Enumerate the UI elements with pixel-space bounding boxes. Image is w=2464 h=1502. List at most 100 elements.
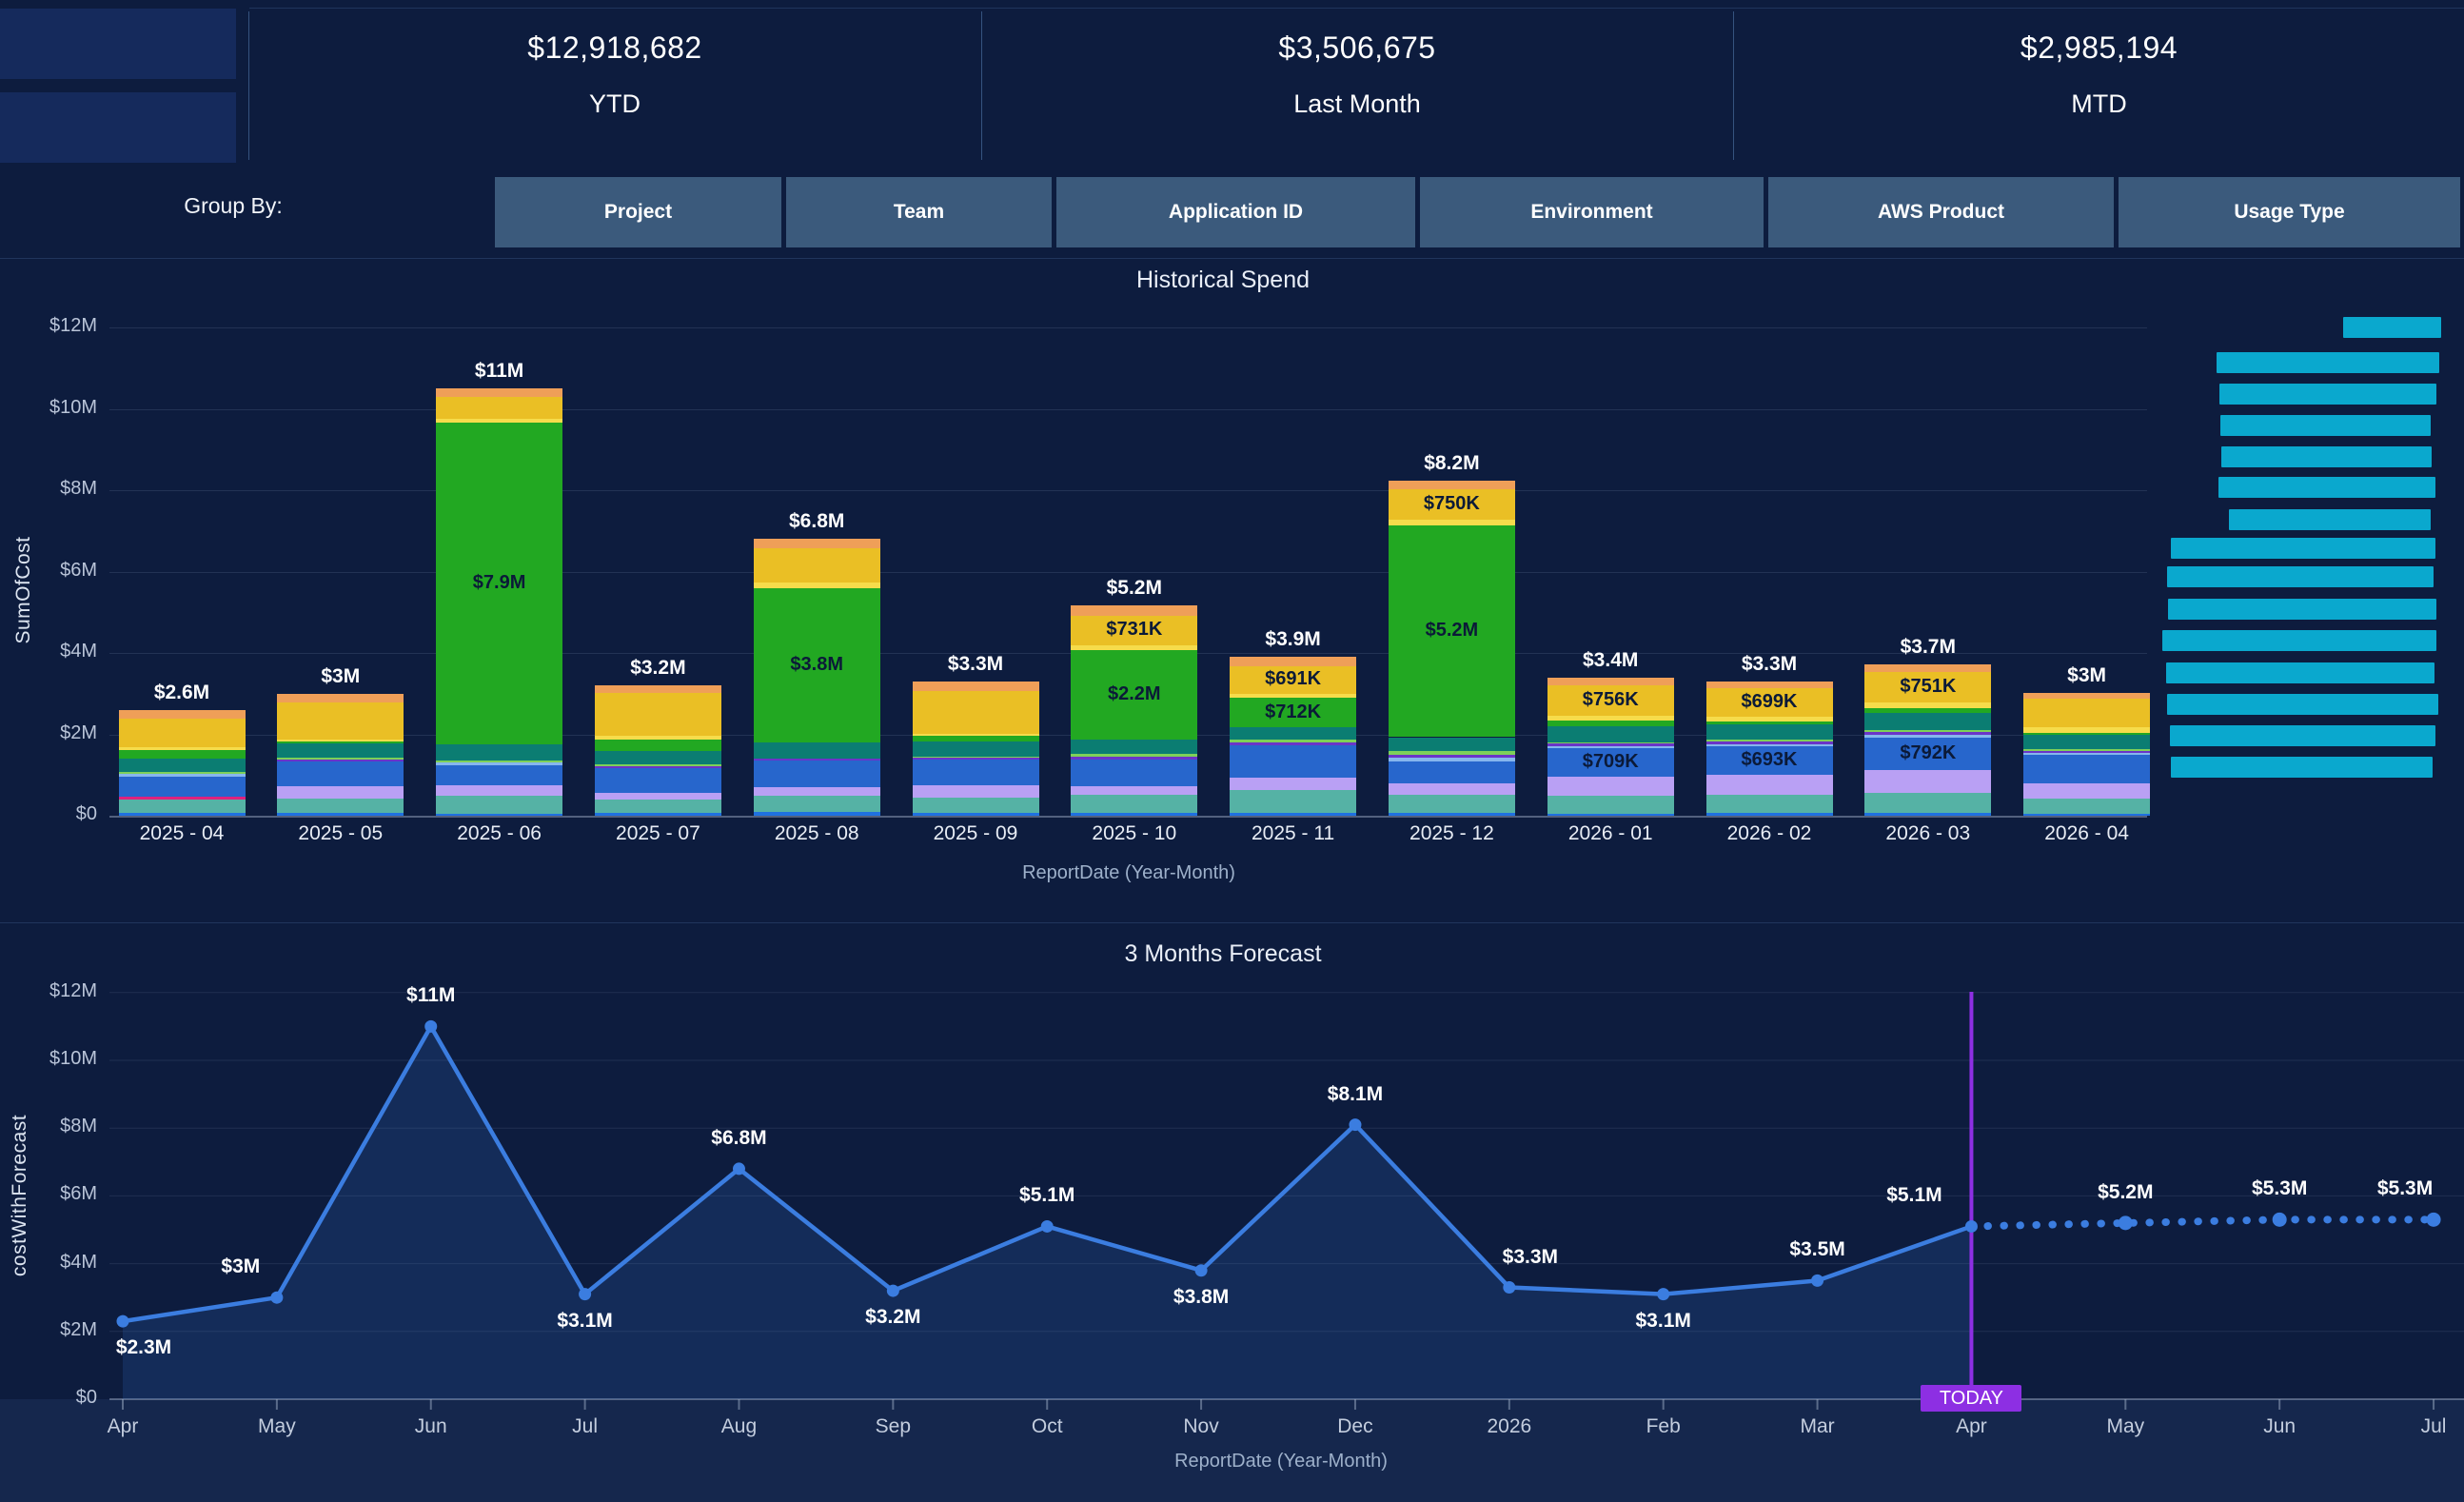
legend-redaction-bar[interactable] bbox=[2167, 694, 2438, 715]
bar-segment-green bbox=[1864, 708, 1992, 714]
bar-segment-teal bbox=[1705, 795, 1833, 814]
bar-2026-04[interactable] bbox=[2023, 692, 2151, 816]
bar-segment-green bbox=[1705, 721, 1833, 725]
segment-value-label: $750K bbox=[1423, 493, 1480, 515]
y-tick-label: $12M bbox=[49, 979, 97, 1001]
actual-point[interactable] bbox=[270, 1291, 284, 1304]
bar-segment-dkteal bbox=[1864, 713, 1992, 731]
legend-redaction-bar[interactable] bbox=[2219, 384, 2436, 405]
legend-redaction-bar[interactable] bbox=[2166, 662, 2434, 683]
legend-redaction-bar[interactable] bbox=[2162, 630, 2436, 651]
bar-segment-gold bbox=[118, 719, 246, 748]
bar-segment-base bbox=[118, 813, 246, 816]
actual-point[interactable] bbox=[424, 1019, 438, 1033]
header-divider-left bbox=[248, 11, 249, 160]
bar-segment-orange bbox=[912, 681, 1039, 692]
bar-2026-01[interactable]: $709K $756K bbox=[1547, 678, 1674, 816]
bar-segment-green bbox=[277, 741, 404, 744]
x-tick-label: Apr bbox=[1956, 1415, 1987, 1437]
bar-segment-teal bbox=[1864, 793, 1992, 813]
bar-2025-11[interactable]: $712K $691K bbox=[1230, 657, 1357, 816]
bar-segment-royal bbox=[436, 764, 563, 785]
groupby-bottom-border bbox=[0, 258, 2464, 259]
bar-total-label: $11M bbox=[474, 360, 524, 383]
bar-segment-yellow bbox=[118, 747, 246, 750]
bar-2025-10[interactable]: $2.2M $731K bbox=[1071, 604, 1198, 816]
forecast-point[interactable] bbox=[2426, 1212, 2441, 1227]
legend-redaction-bar[interactable] bbox=[2168, 599, 2436, 620]
bar-2026-02[interactable]: $693K $699K bbox=[1705, 682, 1833, 816]
bar-segment-orange bbox=[436, 388, 563, 397]
actual-point[interactable] bbox=[1503, 1281, 1516, 1294]
actual-point[interactable] bbox=[579, 1288, 592, 1301]
y-tick-label: $6M bbox=[60, 559, 97, 581]
actual-point[interactable] bbox=[1657, 1288, 1670, 1301]
x-tick-label: Nov bbox=[1183, 1415, 1219, 1437]
bar-segment-teal bbox=[2023, 799, 2151, 815]
legend-redaction-bar[interactable] bbox=[2229, 509, 2431, 530]
group-by-button-team[interactable]: Team bbox=[786, 177, 1052, 247]
actual-point[interactable] bbox=[1349, 1118, 1362, 1132]
legend-redaction-bar[interactable] bbox=[2167, 566, 2434, 587]
bar-2025-04[interactable] bbox=[118, 709, 246, 816]
actual-point[interactable] bbox=[1040, 1219, 1054, 1233]
segment-value-label: $691K bbox=[1265, 668, 1322, 690]
bar-total-label: $3M bbox=[321, 664, 361, 687]
bar-segment-gold bbox=[1388, 489, 1515, 521]
bar-segment-base bbox=[753, 811, 880, 816]
bar-segment-gold bbox=[912, 691, 1039, 735]
bar-total-label: $3M bbox=[2067, 663, 2107, 686]
bar-segment-orange bbox=[753, 539, 880, 549]
legend-redaction-bar[interactable] bbox=[2221, 446, 2432, 467]
legend-redaction-bar[interactable] bbox=[2220, 415, 2431, 436]
actual-point[interactable] bbox=[732, 1162, 745, 1176]
legend-redaction-bar[interactable] bbox=[2171, 538, 2435, 559]
bar-segment-teal bbox=[912, 797, 1039, 813]
x-tick-label: 2025 - 04 bbox=[139, 822, 225, 844]
legend-redaction-bar[interactable] bbox=[2171, 757, 2433, 778]
legend-redaction-bar[interactable] bbox=[2217, 352, 2439, 373]
bar-2026-03[interactable]: $792K $751K bbox=[1864, 663, 1992, 816]
bar-2025-12[interactable]: $5.2M $750K bbox=[1388, 481, 1515, 816]
bar-2025-09[interactable] bbox=[912, 681, 1039, 816]
bar-2025-08[interactable]: $3.8M bbox=[753, 539, 880, 816]
actual-point[interactable] bbox=[1964, 1219, 1978, 1233]
segment-value-label: $5.2M bbox=[1425, 620, 1479, 642]
group-by-button-usage-type[interactable]: Usage Type bbox=[2119, 177, 2460, 247]
actual-point[interactable] bbox=[1194, 1264, 1208, 1277]
bar-2025-05[interactable] bbox=[277, 693, 404, 816]
legend-redaction-bar[interactable] bbox=[2170, 725, 2435, 746]
bar-segment-teal bbox=[1388, 795, 1515, 814]
bar-segment-royal bbox=[1388, 761, 1515, 784]
bar-segment-ltgreen bbox=[594, 764, 721, 766]
group-by-button-application-id[interactable]: Application ID bbox=[1056, 177, 1415, 247]
bar-segment-ltgreen bbox=[1705, 740, 1833, 742]
bar-segment-yellow bbox=[1230, 694, 1357, 699]
x-tick-label: Sep bbox=[875, 1415, 912, 1437]
bar-segment-dkteal bbox=[753, 742, 880, 759]
bar-segment-purple bbox=[1230, 742, 1357, 745]
bar-segment-lavender bbox=[753, 787, 880, 797]
kpi-label-ytd: YTD bbox=[589, 89, 641, 118]
bar-2025-07[interactable] bbox=[594, 685, 721, 816]
point-value-label: $5.3M bbox=[2251, 1177, 2308, 1200]
bar-segment-dkteal bbox=[912, 741, 1039, 757]
axis-band bbox=[0, 1399, 2464, 1502]
group-by-button-aws-product[interactable]: AWS Product bbox=[1768, 177, 2114, 247]
legend-redaction-bar[interactable] bbox=[2218, 477, 2435, 498]
forecast-point[interactable] bbox=[2118, 1215, 2133, 1231]
legend-redaction-bar[interactable] bbox=[2343, 317, 2441, 338]
historical-x-axis-title: ReportDate (Year-Month) bbox=[1022, 862, 1235, 883]
forecast-point[interactable] bbox=[2272, 1212, 2287, 1227]
point-value-label: $3.1M bbox=[1635, 1309, 1691, 1332]
bar-segment-base bbox=[277, 813, 404, 816]
bar-2025-06[interactable]: $7.9M bbox=[436, 388, 563, 816]
actual-point[interactable] bbox=[1811, 1274, 1824, 1287]
forecast-chart: $0 $2M $4M $6M $8M $10M $12M Apr May Jun Jul Aug Sep… bbox=[0, 921, 2464, 1502]
group-by-button-environment[interactable]: Environment bbox=[1420, 177, 1764, 247]
bar-segment-teal bbox=[436, 795, 563, 814]
actual-point[interactable] bbox=[116, 1314, 129, 1328]
bar-segment-green bbox=[2023, 732, 2151, 736]
group-by-button-project[interactable]: Project bbox=[495, 177, 781, 247]
actual-point[interactable] bbox=[886, 1284, 899, 1297]
